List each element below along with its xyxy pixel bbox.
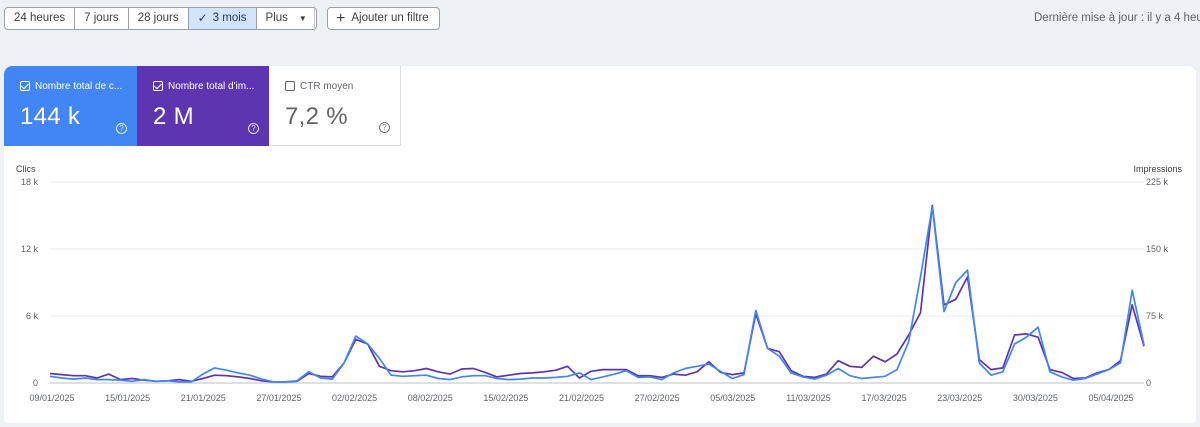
checkbox-checked-icon[interactable] [153,81,163,91]
y-tick-label-right: 75 k [1146,311,1164,321]
x-tick-label: 27/02/2025 [635,393,680,403]
y-tick-label-left: 0 [33,378,38,388]
y-tick-label-right: 0 [1146,378,1151,388]
x-tick-label: 08/02/2025 [408,393,453,403]
x-tick-label: 30/03/2025 [1013,393,1058,403]
checkbox-unchecked-icon[interactable] [285,81,295,91]
x-tick-label: 21/02/2025 [559,393,604,403]
help-icon[interactable]: ? [116,123,127,134]
metric-label: Nombre total d'im... [168,80,255,92]
performance-card: Clics Impressions 0 0 6 k 75 k 12 k 150 k 18 k 22… [4,66,1196,423]
y-axis-left-title: Clics [16,164,36,174]
x-tick-label: 23/03/2025 [937,393,982,403]
y-tick-label-left: 18 k [21,177,39,187]
metric-card-clicks[interactable]: Nombre total de c... 144 k ? [4,66,137,146]
range-28d-button[interactable]: 28 jours [129,8,189,29]
toolbar: 24 heures 7 jours 28 jours ✓ 3 mois Plus ▼… [0,0,1200,44]
x-tick-label: 05/04/2025 [1088,393,1133,403]
x-tick-label: 05/03/2025 [710,393,755,403]
range-3m-button[interactable]: ✓ 3 mois [188,8,257,29]
help-icon[interactable]: ? [379,122,390,133]
x-tick-label: 15/02/2025 [483,393,528,403]
y-tick-label-left: 6 k [26,311,39,321]
series-line-impressions [49,204,1145,383]
metric-value: 144 k [20,103,81,130]
x-tick-label: 09/01/2025 [29,393,74,403]
y-tick-label-right: 225 k [1146,177,1169,187]
performance-chart: Clics Impressions 0 0 6 k 75 k 12 k 150 k 18 k 22… [16,164,1183,403]
add-filter-button[interactable]: + Ajouter un filtre [327,7,440,30]
range-more-dropdown[interactable]: Plus ▼ [257,8,316,29]
metric-label: CTR moyen [300,80,354,92]
date-range-selector: 24 heures 7 jours 28 jours ✓ 3 mois Plus ▼ [4,7,317,30]
metric-value: 2 M [153,103,194,130]
x-tick-label: 21/01/2025 [181,393,226,403]
x-tick-label: 11/03/2025 [786,393,830,403]
y-tick-label-left: 12 k [21,244,39,254]
checkbox-checked-icon[interactable] [20,81,30,91]
range-24h-button[interactable]: 24 heures [5,8,76,29]
metric-card-ctr[interactable]: CTR moyen 7,2 % ? [269,66,401,146]
x-tick-label: 15/01/2025 [105,393,150,403]
help-icon[interactable]: ? [248,123,259,134]
range-7d-button[interactable]: 7 jours [75,8,129,29]
last-update-text: Dernière mise à jour : il y a 4 heures [1034,12,1200,24]
caret-down-icon: ▼ [298,14,307,23]
y-axis-right-title: Impressions [1133,164,1182,174]
x-tick-label: 27/01/2025 [256,393,301,403]
check-icon: ✓ [197,11,208,25]
metric-label: Nombre total de c... [35,80,123,92]
toolbar-divider [314,6,315,31]
metric-card-impressions[interactable]: Nombre total d'im... 2 M ? [137,66,269,146]
x-tick-label: 17/03/2025 [862,393,907,403]
series-line-clics [49,205,1145,383]
metric-value: 7,2 % [285,103,348,130]
y-tick-label-right: 150 k [1146,244,1169,254]
x-tick-label: 02/02/2025 [332,393,377,403]
plus-icon: + [336,9,346,27]
